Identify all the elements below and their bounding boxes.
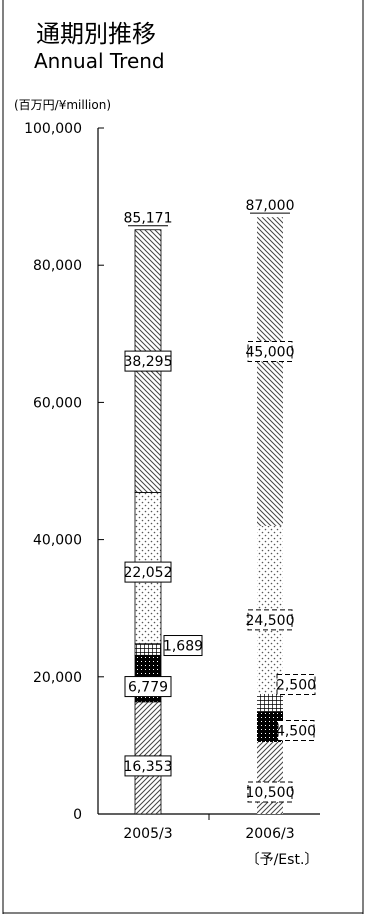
data-label: 38,295 xyxy=(124,354,173,370)
unit-label: (百万円/¥million) xyxy=(14,98,112,112)
data-label: 4,500 xyxy=(276,724,316,740)
data-label: 6,779 xyxy=(128,680,168,696)
bar-total-label: 87,000 xyxy=(246,198,295,214)
data-label-box xyxy=(163,635,203,657)
data-label-box xyxy=(276,674,316,696)
x-category-label: 2005/3 xyxy=(123,826,172,842)
bar-segment xyxy=(257,217,283,526)
data-label: 24,500 xyxy=(246,613,295,629)
x-category-label: 2006/3 xyxy=(245,826,294,842)
y-tick-label: 40,000 xyxy=(33,533,82,549)
data-label: 22,052 xyxy=(124,565,173,581)
y-tick-label: 60,000 xyxy=(33,395,82,411)
bar-segment xyxy=(257,693,283,712)
data-label-box xyxy=(124,755,172,777)
data-label-box xyxy=(247,341,293,363)
data-label: 45,000 xyxy=(246,345,295,361)
data-label-box xyxy=(277,720,315,742)
chart-title-jp: 通期別推移 xyxy=(36,20,156,48)
y-tick-label: 100,000 xyxy=(24,121,82,137)
bar-segment xyxy=(257,741,283,814)
y-tick-label: 80,000 xyxy=(33,258,82,274)
y-tick-label: 0 xyxy=(73,807,82,823)
bar-total-label: 85,171 xyxy=(124,211,173,227)
chart-title-en: Annual Trend xyxy=(34,49,165,73)
data-label-box xyxy=(124,350,172,372)
y-tick-label: 20,000 xyxy=(33,670,82,686)
data-label-box xyxy=(247,609,293,631)
data-label: 2,500 xyxy=(276,678,316,694)
data-label: 16,353 xyxy=(124,759,173,775)
data-label-box xyxy=(247,781,293,803)
data-label-box xyxy=(124,676,172,698)
data-label: 1,689 xyxy=(163,639,203,655)
bar-segment xyxy=(134,643,162,656)
data-label-box xyxy=(124,561,172,583)
data-label: 10,500 xyxy=(246,785,295,801)
x-category-sublabel: 〔予/Est.〕 xyxy=(246,852,319,868)
